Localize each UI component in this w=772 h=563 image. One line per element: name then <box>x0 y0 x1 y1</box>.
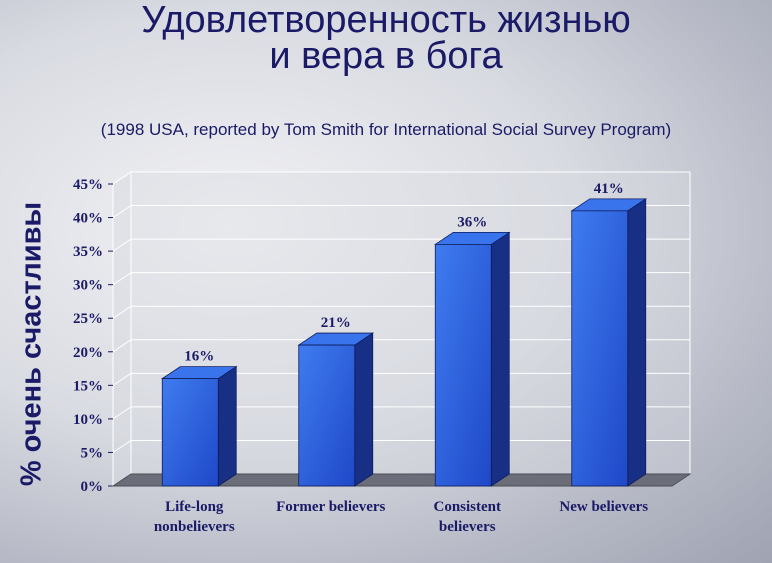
chart-side-wall <box>112 171 132 487</box>
bar-front <box>571 210 629 487</box>
bar <box>297 332 375 487</box>
y-tick-label: 20% <box>73 345 103 361</box>
y-tick-label: 0% <box>81 479 104 495</box>
bar <box>570 198 648 487</box>
bar <box>433 231 511 487</box>
bar-value-label: 16% <box>184 349 214 365</box>
x-tick-label: Consistent <box>433 499 501 515</box>
x-tick-label: believers <box>439 519 496 535</box>
bar-side <box>627 198 647 487</box>
bar <box>160 365 238 487</box>
bar-side <box>354 332 374 487</box>
y-tick-label: 25% <box>73 311 103 327</box>
bar-front <box>161 378 219 487</box>
x-tick-label: Former believers <box>276 499 385 515</box>
bar-front <box>298 344 356 487</box>
x-tick-label: Life-long <box>165 499 224 515</box>
x-tick-label: New believers <box>559 499 648 515</box>
y-tick-label: 45% <box>73 177 103 193</box>
gridline <box>112 205 690 218</box>
bar-value-label: 41% <box>594 181 624 197</box>
y-tick-label: 35% <box>73 244 103 260</box>
y-tick-label: 30% <box>73 278 103 294</box>
y-tick-label: 10% <box>73 412 103 428</box>
slide-subtitle: (1998 USA, reported by Tom Smith for Int… <box>100 120 672 139</box>
slide-title: Удовлетворенность жизнью и вера в бога <box>0 0 772 77</box>
bar-side <box>490 231 510 487</box>
y-tick-label: 40% <box>73 211 103 227</box>
bar-side <box>217 365 237 487</box>
bar-value-label: 21% <box>321 315 351 331</box>
slide-title-line-1: Удовлетворенность жизнью <box>141 0 631 41</box>
bar-front <box>434 243 492 487</box>
y-tick-label: 5% <box>81 445 104 461</box>
slide-title-line-2: и вера в бога <box>269 35 503 77</box>
gridline <box>112 171 690 185</box>
x-tick-label: nonbelievers <box>154 519 235 535</box>
bar-value-label: 36% <box>457 214 487 230</box>
y-tick-label: 15% <box>73 378 103 394</box>
